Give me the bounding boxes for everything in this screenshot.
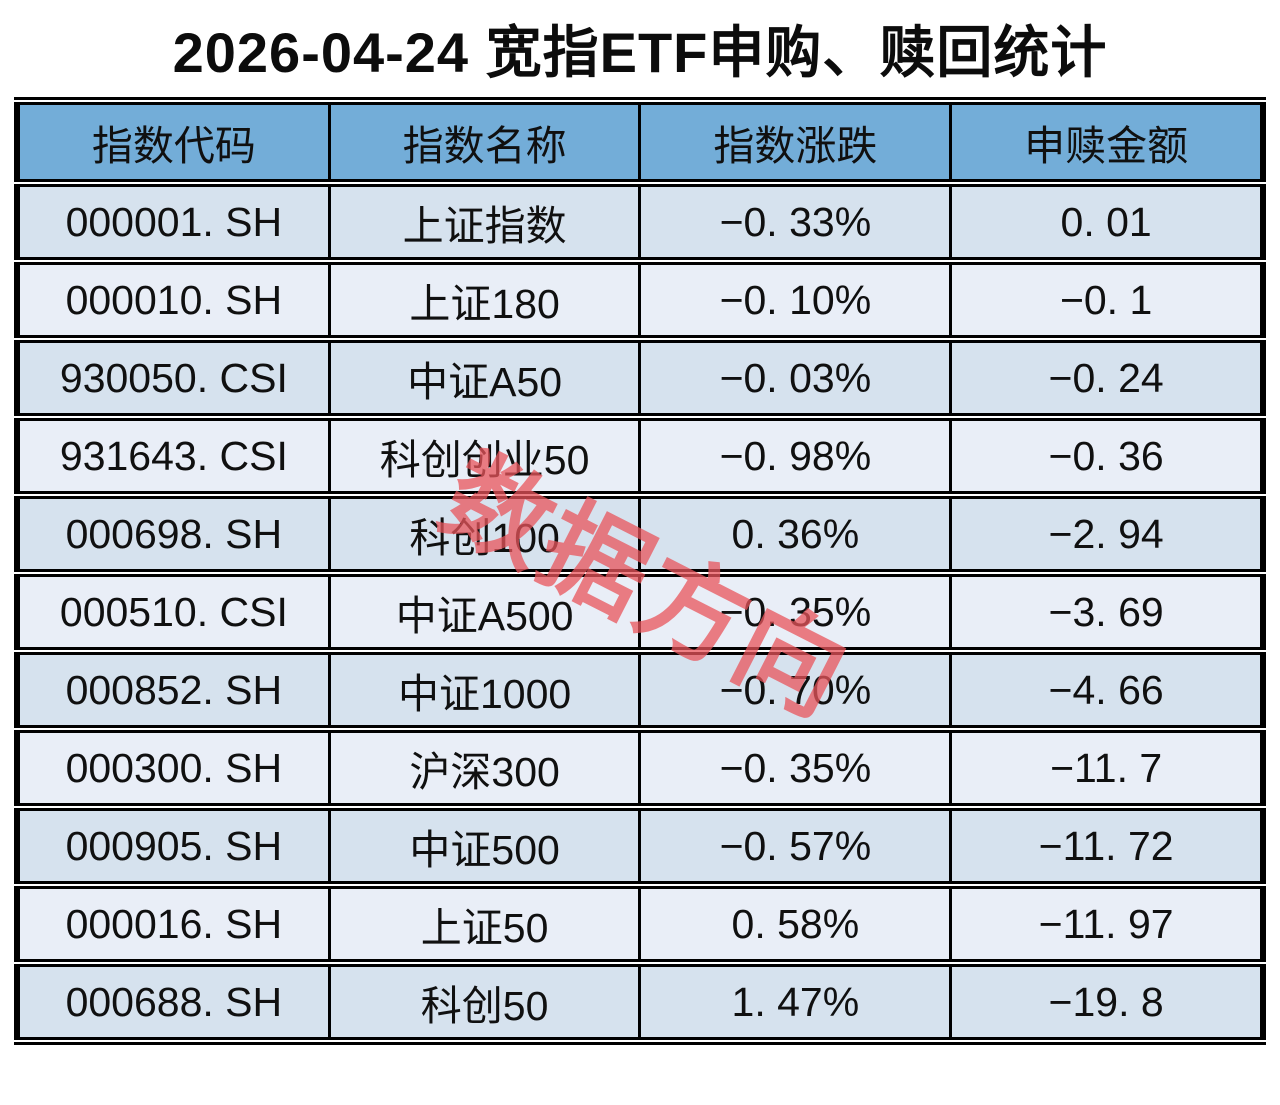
cell-amount: −0. 1 <box>949 257 1265 343</box>
cell-amount: −0. 36 <box>949 413 1265 499</box>
cell-index-name: 科创创业50 <box>327 413 642 499</box>
cell-index-name: 上证180 <box>327 257 642 343</box>
cell-amount: −2. 94 <box>949 491 1265 577</box>
cell-index-name: 中证A500 <box>327 569 642 655</box>
etf-table: 指数代码 指数名称 指数涨跌 申赎金额 000001. SH 上证指数 −0. … <box>14 97 1266 1045</box>
cell-amount: 0. 01 <box>949 179 1265 265</box>
table-row: 000688. SH 科创50 1. 47% −19. 8 <box>15 959 1265 1045</box>
cell-amount: −0. 24 <box>949 335 1265 421</box>
header-amount: 申赎金额 <box>949 97 1265 187</box>
cell-amount: −11. 72 <box>949 803 1265 889</box>
cell-amount: −11. 7 <box>949 725 1265 811</box>
cell-index-code: 000010. SH <box>15 257 331 343</box>
cell-index-change: −0. 35% <box>638 725 953 811</box>
cell-index-name: 中证500 <box>327 803 642 889</box>
cell-index-change: −0. 03% <box>638 335 953 421</box>
cell-amount: −4. 66 <box>949 647 1265 733</box>
cell-index-code: 000510. CSI <box>15 569 331 655</box>
table-row: 000010. SH 上证180 −0. 10% −0. 1 <box>15 257 1265 343</box>
table-row: 930050. CSI 中证A50 −0. 03% −0. 24 <box>15 335 1265 421</box>
table-row: 000016. SH 上证50 0. 58% −11. 97 <box>15 881 1265 967</box>
cell-amount: −11. 97 <box>949 881 1265 967</box>
header-index-code: 指数代码 <box>15 97 331 187</box>
cell-index-code: 000016. SH <box>15 881 331 967</box>
cell-index-code: 000905. SH <box>15 803 331 889</box>
cell-index-name: 科创100 <box>327 491 642 577</box>
table-row: 931643. CSI 科创创业50 −0. 98% −0. 36 <box>15 413 1265 499</box>
page-title: 2026-04-24 宽指ETF申购、赎回统计 <box>172 21 1108 84</box>
cell-index-change: −0. 33% <box>638 179 953 265</box>
table-row: 000510. CSI 中证A500 −0. 35% −3. 69 <box>15 569 1265 655</box>
cell-index-code: 000300. SH <box>15 725 331 811</box>
cell-index-change: −0. 70% <box>638 647 953 733</box>
table-body: 000001. SH 上证指数 −0. 33% 0. 01 000010. SH… <box>15 179 1265 1045</box>
cell-index-name: 中证1000 <box>327 647 642 733</box>
header-row: 指数代码 指数名称 指数涨跌 申赎金额 <box>15 97 1265 187</box>
cell-index-change: 1. 47% <box>638 959 953 1045</box>
table-row: 000905. SH 中证500 −0. 57% −11. 72 <box>15 803 1265 889</box>
cell-index-change: 0. 58% <box>638 881 953 967</box>
cell-index-change: −0. 35% <box>638 569 953 655</box>
header-index-name: 指数名称 <box>327 97 642 187</box>
cell-index-name: 上证指数 <box>327 179 642 265</box>
cell-index-name: 中证A50 <box>327 335 642 421</box>
cell-index-name: 沪深300 <box>327 725 642 811</box>
table-row: 000001. SH 上证指数 −0. 33% 0. 01 <box>15 179 1265 265</box>
header-index-change: 指数涨跌 <box>638 97 953 187</box>
cell-index-code: 000852. SH <box>15 647 331 733</box>
cell-amount: −19. 8 <box>949 959 1265 1045</box>
table-row: 000300. SH 沪深300 −0. 35% −11. 7 <box>15 725 1265 811</box>
cell-index-change: −0. 10% <box>638 257 953 343</box>
cell-index-change: −0. 98% <box>638 413 953 499</box>
cell-index-code: 000698. SH <box>15 491 331 577</box>
cell-index-code: 000001. SH <box>15 179 331 265</box>
cell-index-change: −0. 57% <box>638 803 953 889</box>
cell-index-code: 930050. CSI <box>15 335 331 421</box>
table-row: 000852. SH 中证1000 −0. 70% −4. 66 <box>15 647 1265 733</box>
cell-index-code: 931643. CSI <box>15 413 331 499</box>
cell-amount: −3. 69 <box>949 569 1265 655</box>
cell-index-code: 000688. SH <box>15 959 331 1045</box>
table-row: 000698. SH 科创100 0. 36% −2. 94 <box>15 491 1265 577</box>
cell-index-change: 0. 36% <box>638 491 953 577</box>
cell-index-name: 科创50 <box>327 959 642 1045</box>
cell-index-name: 上证50 <box>327 881 642 967</box>
